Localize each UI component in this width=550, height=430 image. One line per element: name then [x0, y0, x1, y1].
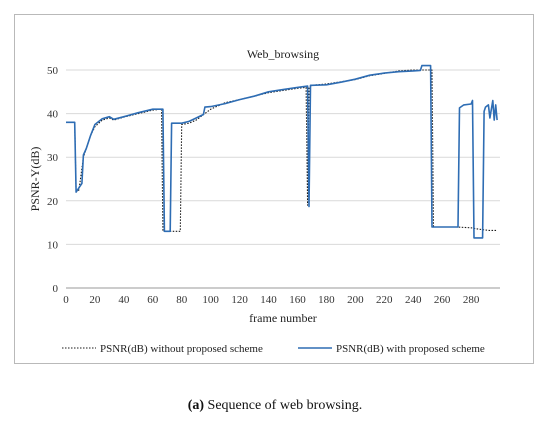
- y-tick-label: 30: [47, 152, 59, 164]
- x-tick-label: 140: [260, 294, 277, 306]
- series-line-with-proposed: [66, 64, 498, 239]
- y-tick-label: 40: [47, 109, 59, 121]
- legend-label: PSNR(dB) with proposed scheme: [336, 343, 485, 355]
- x-tick-label: 60: [147, 294, 159, 306]
- x-tick-label: 240: [405, 294, 422, 306]
- caption-text: Sequence of web browsing.: [207, 398, 363, 413]
- axes: 0 10 20 30 40 50 0 20 40 60 80 100 120 140 160 180 200 22…: [47, 65, 500, 306]
- x-tick-label: 100: [202, 294, 219, 306]
- x-tick-label: 280: [463, 294, 480, 306]
- x-tick-label: 260: [434, 294, 451, 306]
- figure-frame: [14, 14, 534, 364]
- caption-label: (a): [187, 398, 205, 413]
- x-tick-label: 120: [231, 294, 248, 306]
- y-tick-label: 50: [47, 65, 59, 77]
- y-tick-label: 0: [53, 283, 59, 295]
- y-axis-label: PSNR-Y(dB): [28, 147, 42, 212]
- x-tick-label: 220: [376, 294, 393, 306]
- figure-caption: (a) Sequence of web browsing.: [0, 398, 550, 414]
- x-tick-label: 180: [318, 294, 335, 306]
- y-tick-label: 10: [47, 239, 59, 251]
- x-tick-label: 160: [289, 294, 306, 306]
- legend: PSNR(dB) without proposed scheme PSNR(dB)…: [62, 343, 485, 355]
- y-tick-label: 20: [47, 196, 59, 208]
- legend-label: PSNR(dB) without proposed scheme: [100, 343, 263, 355]
- x-tick-label: 0: [63, 294, 69, 306]
- x-tick-label: 20: [89, 294, 101, 306]
- series-layer: [66, 64, 498, 239]
- gridlines: [66, 69, 500, 245]
- x-tick-label: 40: [118, 294, 130, 306]
- x-tick-label: 200: [347, 294, 364, 306]
- chart-title: Web_browsing: [247, 47, 319, 61]
- x-axis-label: frame number: [249, 311, 317, 325]
- x-tick-label: 80: [176, 294, 188, 306]
